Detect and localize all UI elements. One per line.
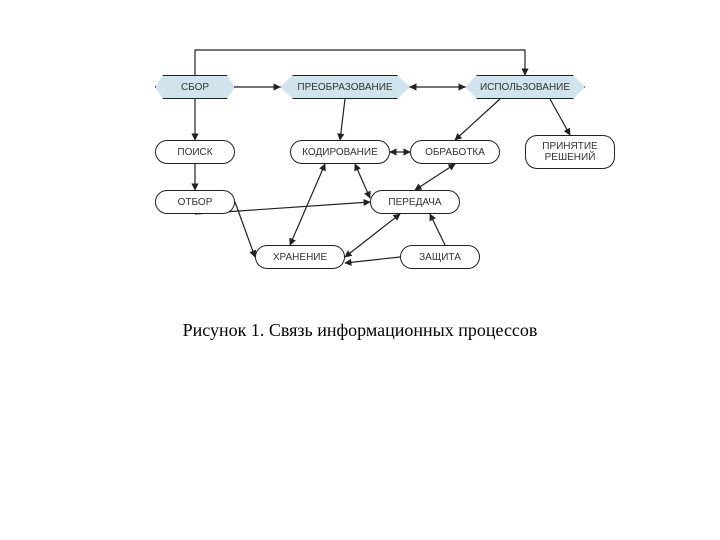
edge-ispol-obr <box>455 99 500 140</box>
node-zash: ЗАЩИТА <box>400 245 480 269</box>
edge-zash-pered <box>430 214 445 245</box>
node-otbor: ОТБОР <box>155 190 235 214</box>
node-preob: ПРЕОБРАЗОВАНИЕ <box>280 75 410 99</box>
edge-kod-pered <box>355 164 370 198</box>
node-sbor: СБОР <box>155 75 235 99</box>
edge-ispol-prin <box>550 99 570 135</box>
edge-pered-hran <box>345 214 400 257</box>
node-obr: ОБРАБОТКА <box>410 140 500 164</box>
edge-sbor-ispol <box>195 50 525 75</box>
node-hran: ХРАНЕНИЕ <box>255 245 345 269</box>
edge-otbor-hran <box>235 202 255 257</box>
node-prin: ПРИНЯТИЕ РЕШЕНИЙ <box>525 135 615 169</box>
node-poisk: ПОИСК <box>155 140 235 164</box>
figure-caption: Рисунок 1. Связь информационных процессо… <box>0 320 720 341</box>
edge-preob-kod <box>340 99 345 140</box>
node-ispol: ИСПОЛЬЗОВАНИЕ <box>465 75 585 99</box>
edge-obr-pered <box>415 164 455 190</box>
node-kod: КОДИРОВАНИЕ <box>290 140 390 164</box>
node-pered: ПЕРЕДАЧА <box>370 190 460 214</box>
edge-kod-hran <box>290 164 325 245</box>
edge-zash-hran <box>345 257 400 263</box>
process-diagram: СБОР ПРЕОБРАЗОВАНИЕ ИСПОЛЬЗОВАНИЕ ПОИСК КОДИ… <box>0 0 720 300</box>
